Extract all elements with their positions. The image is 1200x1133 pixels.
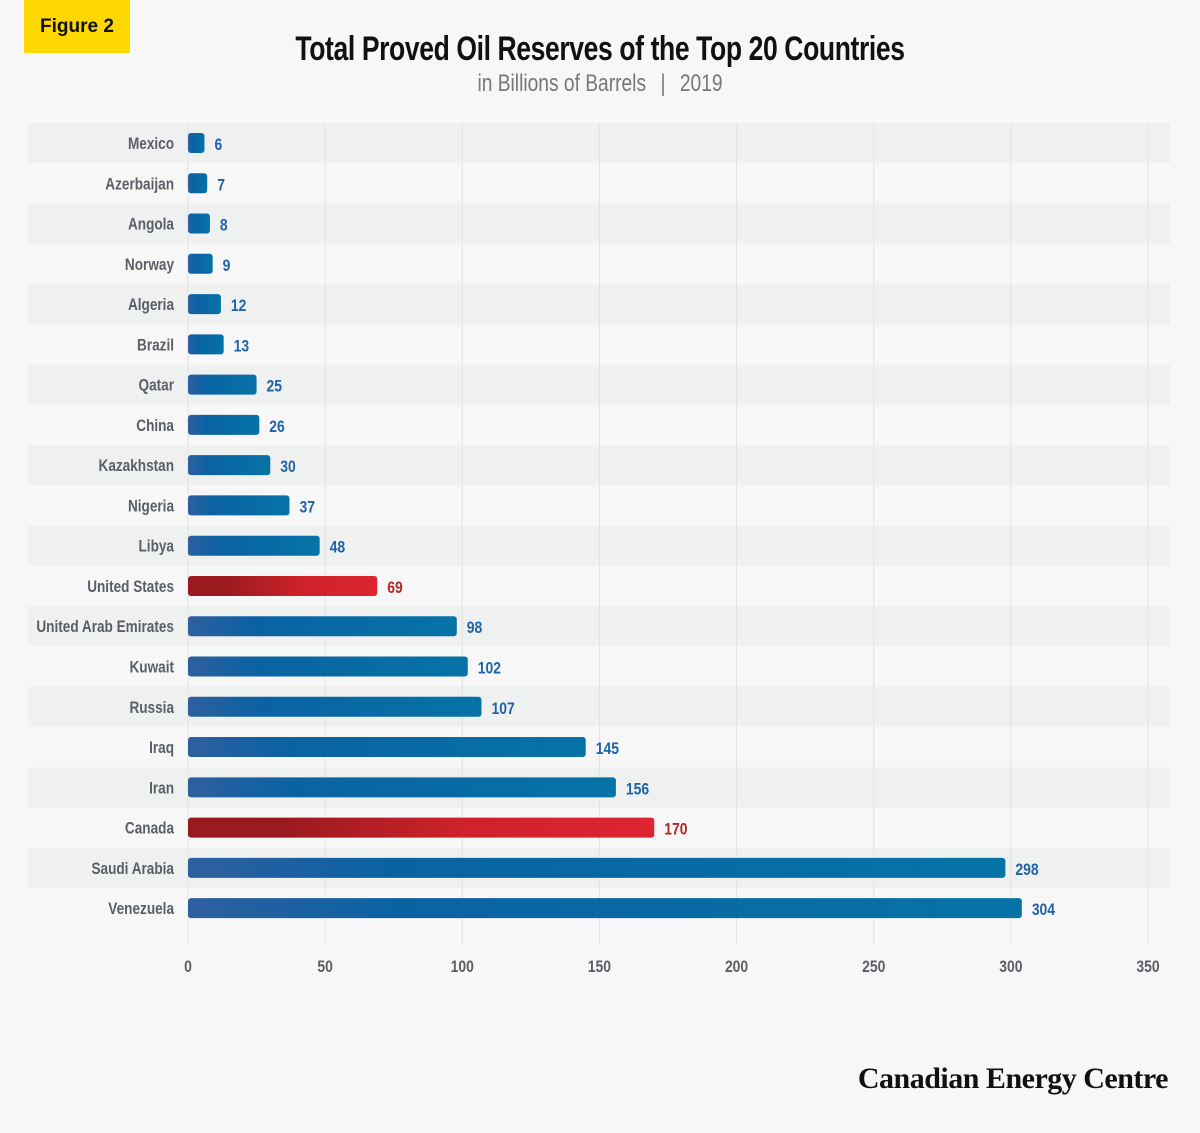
category-label: Brazil (137, 336, 174, 355)
data-label: 9 (223, 257, 231, 276)
x-tick-label: 300 (999, 958, 1022, 977)
bar-angola (188, 213, 210, 234)
data-label: 13 (234, 337, 250, 356)
bar-saudi-arabia (188, 857, 1006, 878)
data-label: 25 (267, 377, 283, 396)
data-label: 30 (280, 458, 295, 477)
data-label: 298 (1015, 861, 1039, 880)
data-label: 69 (387, 579, 403, 598)
x-tick-label: 350 (1136, 958, 1159, 977)
category-label: Algeria (128, 296, 174, 315)
data-label: 145 (596, 740, 620, 759)
bar-kazakhstan (188, 455, 271, 476)
bar-iraq (188, 737, 586, 758)
bar-libya (188, 535, 320, 556)
category-label: Azerbaijan (105, 175, 174, 194)
data-label: 37 (299, 498, 314, 517)
data-label: 156 (626, 780, 650, 799)
category-label: Canada (125, 819, 174, 838)
category-label: Qatar (139, 376, 174, 395)
subtitle-year: 2019 (679, 70, 723, 97)
bar-canada (188, 817, 655, 838)
figure-badge: Figure 2 (24, 0, 130, 53)
x-tick-label: 50 (317, 958, 332, 977)
x-tick-label: 250 (862, 958, 885, 977)
bar-brazil (188, 334, 224, 355)
x-tick-label: 0 (184, 958, 192, 977)
data-label: 7 (217, 176, 225, 195)
data-label: 304 (1032, 901, 1056, 920)
data-label: 102 (478, 659, 502, 678)
bar-united-states (188, 575, 378, 596)
x-tick-label: 200 (725, 958, 748, 977)
data-label: 6 (214, 136, 222, 155)
x-tick-label: 100 (451, 958, 474, 977)
data-label: 170 (664, 820, 687, 839)
category-label: China (136, 417, 174, 436)
subtitle-separator: | (660, 70, 666, 97)
bar-united-arab-emirates (188, 616, 457, 637)
chart-title: Total Proved Oil Reserves of the Top 20 … (295, 30, 905, 68)
data-label: 48 (330, 538, 346, 557)
x-tick-label: 150 (588, 958, 611, 977)
bar-norway (188, 253, 213, 274)
bar-algeria (188, 294, 221, 315)
category-label: Venezuela (108, 900, 174, 919)
data-label: 98 (467, 619, 483, 638)
data-label: 12 (231, 297, 247, 316)
category-label: Libya (139, 537, 175, 556)
bar-iran (188, 777, 616, 798)
category-label: United States (87, 578, 174, 597)
bar-qatar (188, 374, 257, 395)
category-label: Kazakhstan (99, 457, 174, 476)
chart-subtitle: in Billions of Barrels | 2019 (120, 70, 1080, 98)
category-label: Iraq (149, 739, 174, 758)
bar-mexico (188, 133, 205, 153)
bar-azerbaijan (188, 173, 208, 194)
bar-nigeria (188, 495, 290, 516)
data-label: 107 (491, 700, 514, 719)
bar-kuwait (188, 656, 468, 677)
category-label: Nigeria (128, 497, 174, 516)
data-label: 26 (269, 418, 285, 437)
category-label: Mexico (128, 135, 174, 154)
category-label: Russia (129, 698, 174, 717)
data-label: 8 (220, 216, 228, 235)
bar-russia (188, 696, 482, 717)
category-label: Iran (149, 779, 174, 798)
bar-venezuela (188, 898, 1022, 919)
category-label: Angola (128, 215, 174, 234)
category-label: Saudi Arabia (91, 860, 174, 879)
bar-china (188, 414, 260, 435)
brand-logo: Canadian Energy Centre (857, 1062, 1169, 1095)
category-label: Norway (125, 255, 174, 274)
subtitle-unit: in Billions of Barrels (477, 70, 647, 97)
category-label: United Arab Emirates (36, 618, 174, 637)
category-label: Kuwait (129, 658, 174, 677)
